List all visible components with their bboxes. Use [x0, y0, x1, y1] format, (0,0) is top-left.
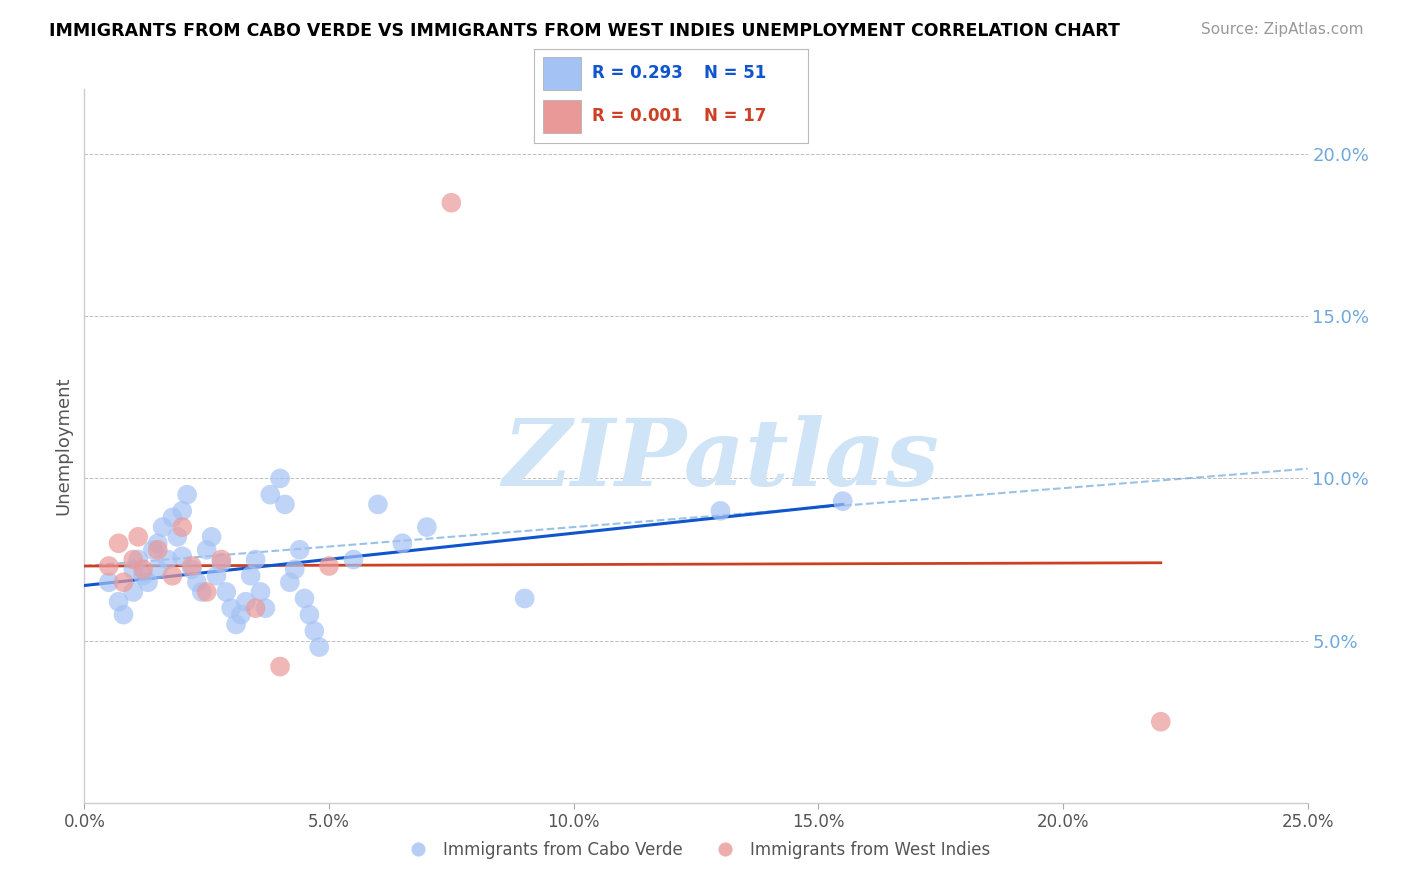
Point — [304, 624, 326, 638]
Point — [142, 542, 165, 557]
Point — [259, 488, 281, 502]
Bar — [543, 56, 581, 90]
Point — [235, 595, 257, 609]
Point — [107, 595, 129, 609]
Point — [112, 607, 135, 622]
Point — [284, 562, 307, 576]
Point — [367, 497, 389, 511]
Point — [97, 559, 120, 574]
Point — [112, 575, 135, 590]
Point — [288, 542, 311, 557]
Point — [186, 575, 208, 590]
Point — [205, 568, 228, 582]
Point — [156, 552, 179, 566]
Point — [127, 552, 149, 566]
Point — [166, 530, 188, 544]
Point — [209, 556, 232, 570]
Point — [1150, 714, 1173, 729]
Point — [146, 542, 169, 557]
Point — [298, 607, 321, 622]
Point — [127, 530, 149, 544]
Point — [209, 552, 232, 566]
Point — [215, 585, 238, 599]
Text: N = 51: N = 51 — [704, 64, 766, 82]
Text: Source: ZipAtlas.com: Source: ZipAtlas.com — [1201, 22, 1364, 37]
Point — [245, 552, 267, 566]
Y-axis label: Unemployment: Unemployment — [55, 376, 73, 516]
Point — [229, 607, 252, 622]
Point — [181, 559, 204, 574]
Point — [245, 601, 267, 615]
Point — [342, 552, 364, 566]
Point — [239, 568, 262, 582]
Point — [172, 549, 194, 564]
Point — [132, 562, 155, 576]
Point — [136, 575, 159, 590]
Point — [107, 536, 129, 550]
Point — [709, 504, 731, 518]
Text: ZIPatlas: ZIPatlas — [502, 416, 939, 505]
Point — [513, 591, 536, 606]
Point — [146, 536, 169, 550]
Point — [122, 562, 145, 576]
Text: R = 0.293: R = 0.293 — [592, 64, 683, 82]
Point — [254, 601, 277, 615]
Bar — [543, 100, 581, 134]
Point — [172, 504, 194, 518]
Point — [219, 601, 242, 615]
Point — [391, 536, 413, 550]
Text: IMMIGRANTS FROM CABO VERDE VS IMMIGRANTS FROM WEST INDIES UNEMPLOYMENT CORRELATI: IMMIGRANTS FROM CABO VERDE VS IMMIGRANTS… — [49, 22, 1121, 40]
Text: N = 17: N = 17 — [704, 107, 766, 125]
Point — [308, 640, 330, 654]
Point — [318, 559, 340, 574]
Point — [416, 520, 439, 534]
Point — [831, 494, 853, 508]
Point — [195, 542, 218, 557]
Point — [191, 585, 214, 599]
Point — [225, 617, 247, 632]
Point — [122, 585, 145, 599]
Point — [162, 568, 184, 582]
Point — [122, 552, 145, 566]
Point — [176, 488, 198, 502]
Legend: Immigrants from Cabo Verde, Immigrants from West Indies: Immigrants from Cabo Verde, Immigrants f… — [395, 835, 997, 866]
Point — [146, 562, 169, 576]
Point — [132, 568, 155, 582]
Point — [172, 520, 194, 534]
Point — [294, 591, 316, 606]
Point — [274, 497, 297, 511]
Point — [181, 562, 204, 576]
Point — [440, 195, 463, 210]
Text: R = 0.001: R = 0.001 — [592, 107, 682, 125]
Point — [278, 575, 301, 590]
Point — [97, 575, 120, 590]
Point — [200, 530, 222, 544]
Point — [195, 585, 218, 599]
Point — [269, 659, 291, 673]
Point — [249, 585, 271, 599]
Point — [162, 510, 184, 524]
Point — [152, 520, 174, 534]
Point — [269, 471, 291, 485]
